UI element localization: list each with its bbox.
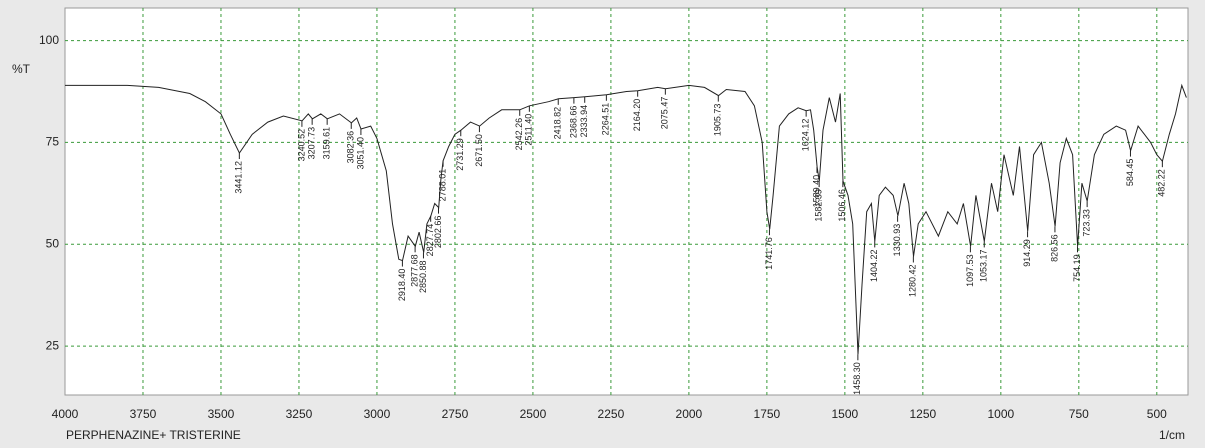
peak-label: 2731.29 [455, 138, 465, 171]
y-axis-label: %T [12, 62, 31, 76]
peak-label: 2164.20 [632, 99, 642, 132]
y-tick-label: 75 [46, 135, 60, 149]
peak-label: 2418.82 [553, 107, 563, 140]
x-tick-label: 750 [1069, 407, 1089, 421]
peak-label: 2827.74 [425, 224, 435, 257]
peak-label: 3159.61 [322, 127, 332, 160]
peak-label: 1741.76 [764, 237, 774, 270]
peak-label: 2788.01 [437, 169, 447, 202]
peak-label: 2511.40 [524, 114, 534, 146]
x-tick-label: 4000 [52, 407, 79, 421]
peak-label: 2264.51 [601, 103, 611, 136]
peak-label: 2368.66 [568, 106, 578, 139]
x-tick-label: 2750 [442, 407, 469, 421]
peak-label: 723.33 [1082, 209, 1092, 237]
peak-label: 1905.73 [713, 104, 723, 137]
peak-label: 914.29 [1022, 239, 1032, 267]
x-tick-label: 1000 [987, 407, 1014, 421]
peak-label: 2877.68 [409, 254, 419, 287]
peak-label: 2671.50 [474, 134, 484, 167]
plot-area [64, 7, 1189, 396]
y-tick-label: 100 [39, 33, 59, 47]
peak-label: 3441.12 [234, 161, 244, 194]
peak-label: 1624.12 [801, 119, 811, 152]
x-tick-label: 1250 [909, 407, 936, 421]
x-tick-label: 2250 [598, 407, 625, 421]
peak-label: 2918.40 [397, 269, 407, 302]
peak-label: 3207.73 [307, 127, 317, 160]
x-tick-label: 3750 [130, 407, 157, 421]
peak-label: 826.56 [1049, 234, 1059, 262]
peak-label: 3240.52 [296, 129, 306, 162]
peak-label: 584.45 [1125, 159, 1135, 187]
peak-label: 2850.88 [418, 260, 428, 293]
peak-label: 1097.53 [965, 254, 975, 287]
x-tick-label: 2500 [520, 407, 547, 421]
spectrum-line [65, 83, 1187, 355]
peak-label: 3051.40 [355, 137, 365, 170]
x-tick-label: 3500 [208, 407, 235, 421]
peak-label: 2542.26 [514, 118, 524, 151]
x-tick-label: 1750 [754, 407, 781, 421]
y-tick-label: 25 [46, 338, 60, 352]
peak-label: 1458.30 [852, 362, 862, 395]
peak-label: 1582.39 [814, 189, 824, 222]
peak-label: 1506.46 [837, 189, 847, 222]
x-tick-label: 3250 [286, 407, 313, 421]
x-axis-label: PERPHENAZINE+ TRISTERINE [66, 428, 241, 442]
peak-label: 1404.22 [869, 249, 879, 282]
x-tick-label: 1500 [832, 407, 859, 421]
peak-label: 2333.94 [579, 105, 589, 138]
peak-label: 1280.42 [908, 264, 918, 297]
peak-label: 3082.36 [346, 131, 356, 164]
peak-label: 1589.40 [811, 175, 821, 208]
peak-label: 2075.47 [660, 97, 670, 130]
peak-label: 482.22 [1157, 169, 1167, 197]
x-tick-label: 500 [1147, 407, 1167, 421]
peak-label: 1053.17 [979, 249, 989, 282]
x-unit: 1/cm [1159, 428, 1185, 442]
x-tick-label: 3000 [364, 407, 391, 421]
peak-label: 1330.93 [892, 224, 902, 257]
x-tick-label: 2000 [676, 407, 703, 421]
peak-label: 754.19 [1072, 254, 1082, 282]
peak-label: 2802.66 [433, 216, 443, 249]
y-tick-label: 50 [46, 236, 60, 250]
